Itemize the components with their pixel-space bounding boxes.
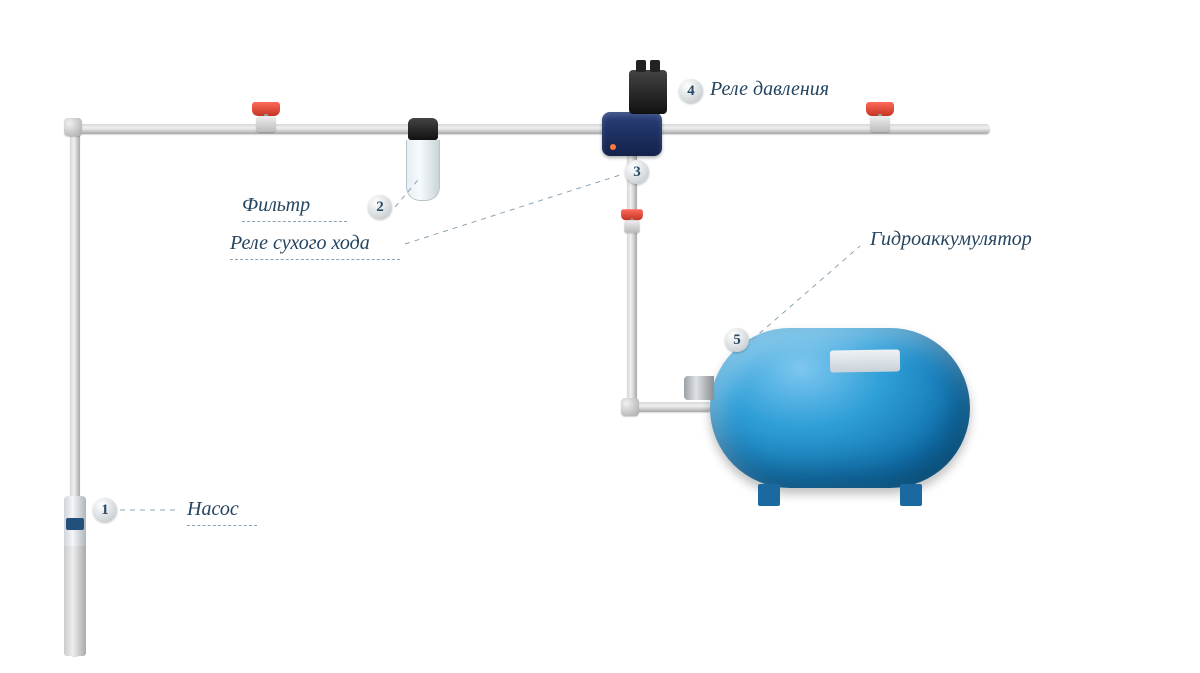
marker-4: 4 <box>679 79 703 103</box>
marker-1: 1 <box>93 498 117 522</box>
marker-5: 5 <box>725 328 749 352</box>
marker-2: 2 <box>368 195 392 219</box>
label-pressure-switch-text: Реле давления <box>710 78 829 100</box>
pipe-branch-horizontal <box>627 402 712 412</box>
label-dry-run-text: Реле сухого хода <box>230 232 370 254</box>
label-accumulator-text: Гидроаккумулятор <box>870 228 1032 250</box>
label-pump-text: Насос <box>187 498 239 520</box>
marker-3: 3 <box>625 160 649 184</box>
valve-1 <box>252 102 280 132</box>
label-pump: Насос <box>187 498 257 526</box>
pressure-switch <box>629 70 667 114</box>
dry-run-relay <box>602 112 662 156</box>
label-pressure-switch: Реле давления <box>710 78 829 101</box>
valve-branch <box>621 209 643 232</box>
elbow-branch-bottom <box>621 398 639 416</box>
label-dry-run: Реле сухого хода <box>230 232 400 260</box>
label-accumulator: Гидроаккумулятор <box>870 228 1032 251</box>
label-filter: Фильтр <box>242 194 347 222</box>
elbow-top-left <box>64 118 82 136</box>
valve-2 <box>866 102 894 132</box>
label-filter-text: Фильтр <box>242 194 310 216</box>
filter <box>403 118 443 204</box>
pipe-main-horizontal <box>70 124 990 134</box>
leader-lines <box>0 0 1200 673</box>
pump <box>64 496 86 656</box>
hydro-accumulator <box>710 328 970 488</box>
